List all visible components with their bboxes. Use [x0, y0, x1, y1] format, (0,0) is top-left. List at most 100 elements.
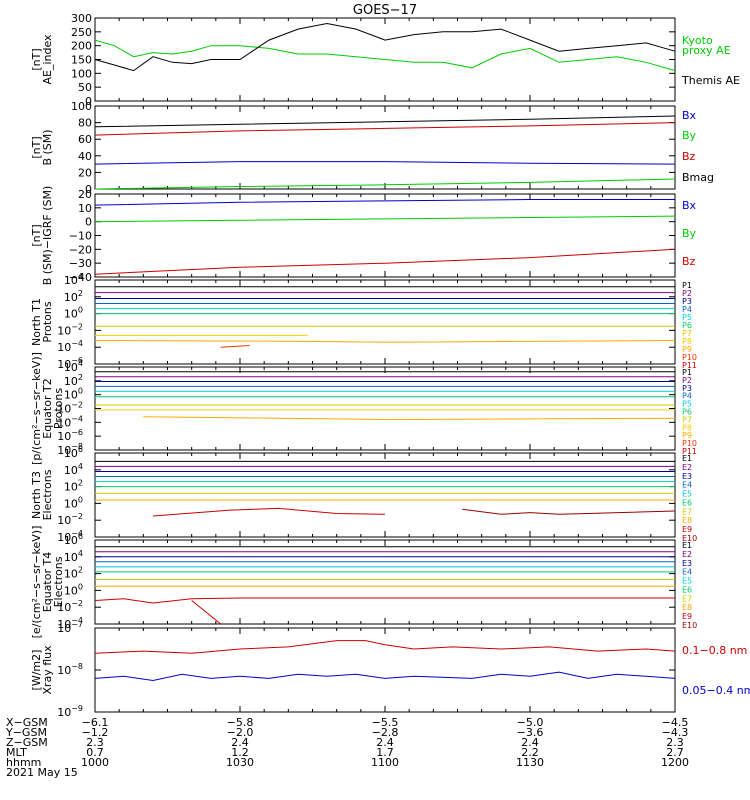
- legend-label: E7: [682, 507, 692, 516]
- legend-label: E1: [682, 454, 692, 463]
- y-tick-label: 102: [64, 479, 83, 494]
- y-tick-label: 106: [64, 532, 83, 547]
- y-axis-label: Equator T4: [41, 552, 54, 612]
- series-bz: [94, 122, 676, 136]
- legend-label: E3: [682, 472, 692, 481]
- legend-label: P5: [682, 400, 692, 409]
- y-tick-label: 102: [64, 373, 83, 388]
- legend-label: E6: [682, 498, 692, 507]
- y-tick-label: 250: [71, 26, 92, 39]
- y-tick-label: 100: [64, 306, 83, 321]
- legend-label: E9: [682, 525, 692, 534]
- y-tick-label: 50: [78, 81, 92, 94]
- y-axis-label: Electrons: [41, 469, 54, 520]
- series-bmag: [94, 115, 676, 128]
- y-tick-label: 10−7: [57, 620, 83, 635]
- legend-label: Bmag: [682, 171, 714, 184]
- y-tick-label: 106: [64, 445, 83, 460]
- series-0-1-0-8-nm: [94, 640, 676, 654]
- y-tick-label: 0: [85, 95, 92, 108]
- row-value: 1000: [81, 756, 109, 769]
- legend-label: E7: [682, 594, 692, 603]
- legend-label: P4: [682, 305, 692, 314]
- legend-label: P10: [682, 353, 697, 362]
- row-value: 2.4: [521, 736, 539, 749]
- row-value: 1.7: [376, 746, 394, 759]
- legend-label: P1: [682, 368, 692, 377]
- y-tick-label: −40: [69, 271, 92, 284]
- legend-label: P7: [682, 329, 692, 338]
- legend-label: E9: [682, 612, 692, 621]
- y-tick-label: 100: [64, 387, 83, 402]
- y-tick-label: −20: [69, 243, 92, 256]
- legend-label: P8: [682, 337, 692, 346]
- series-bz: [94, 248, 676, 275]
- row-label: X−GSM: [6, 716, 48, 729]
- row-value: 2.4: [376, 736, 394, 749]
- row-value: 2.3: [666, 736, 684, 749]
- legend-label: E1: [682, 541, 692, 550]
- series-p10: [220, 345, 250, 348]
- y-axis-label: B (SM)−IGRF (SM): [41, 186, 54, 286]
- series-bx: [94, 199, 675, 206]
- date-label: 2021 May 15: [6, 766, 78, 779]
- row-value: 1030: [226, 756, 254, 769]
- y-tick-label: −30: [69, 257, 92, 270]
- legend-label: 0.1−0.8 nm: [682, 644, 747, 657]
- series-e9: [152, 507, 386, 517]
- legend-label: E5: [682, 577, 692, 586]
- series-e10: [462, 508, 676, 515]
- y-axis-label: [e/(cm²−s−sr−keV)]: [30, 526, 43, 639]
- legend-label: P9: [682, 431, 692, 440]
- legend-label: Bz: [682, 255, 696, 268]
- y-tick-label: 102: [64, 566, 83, 581]
- series-by: [94, 215, 676, 223]
- y-tick-label: 104: [64, 462, 83, 477]
- y-tick-label: 200: [71, 40, 92, 53]
- legend-label: P11: [682, 361, 697, 370]
- y-tick-label: 10−2: [57, 512, 83, 527]
- legend-label: Themis AE: [681, 74, 740, 87]
- y-tick-label: 60: [78, 133, 92, 146]
- legend-label: E10: [682, 534, 697, 543]
- row-value: −3.6: [517, 726, 544, 739]
- y-tick-label: 104: [64, 359, 83, 374]
- legend-label: 0.05−0.4 nm: [682, 684, 750, 697]
- legend-label: By: [682, 129, 697, 142]
- row-value: −4.5: [662, 716, 689, 729]
- series-bx: [94, 161, 676, 165]
- legend-label: P2: [682, 376, 692, 385]
- row-value: −1.2: [82, 726, 109, 739]
- panel-frame: [94, 627, 676, 713]
- row-value: −5.5: [372, 716, 399, 729]
- y-axis-label: [nT]: [30, 48, 43, 70]
- legend-label: P7: [682, 415, 692, 424]
- legend-label: P6: [682, 321, 692, 330]
- legend-label: P2: [682, 289, 692, 298]
- plot-title: GOES−17: [353, 3, 417, 18]
- row-label: hhmm: [6, 756, 41, 769]
- y-tick-label: 10−9: [57, 704, 83, 719]
- legend-label: P6: [682, 408, 692, 417]
- series-p9: [143, 416, 676, 421]
- legend-label: By: [682, 227, 697, 240]
- legend-label: Bx: [682, 109, 697, 122]
- y-axis-label: [nT]: [30, 136, 43, 158]
- row-value: −5.0: [517, 716, 544, 729]
- y-tick-label: 10−8: [57, 662, 83, 677]
- legend-label: E8: [682, 603, 692, 612]
- legend-label: P8: [682, 423, 692, 432]
- y-tick-label: 100: [64, 495, 83, 510]
- legend-label: P10: [682, 439, 697, 448]
- y-axis-label: Equator T2: [41, 378, 54, 438]
- y-tick-label: 40: [78, 150, 92, 163]
- row-value: 2.2: [521, 746, 539, 759]
- y-axis-label: North T3: [30, 471, 43, 519]
- panel-frame: [94, 452, 676, 538]
- legend-label: P1: [682, 281, 692, 290]
- row-value: 1.2: [231, 746, 249, 759]
- y-axis-label: North T1: [30, 298, 43, 346]
